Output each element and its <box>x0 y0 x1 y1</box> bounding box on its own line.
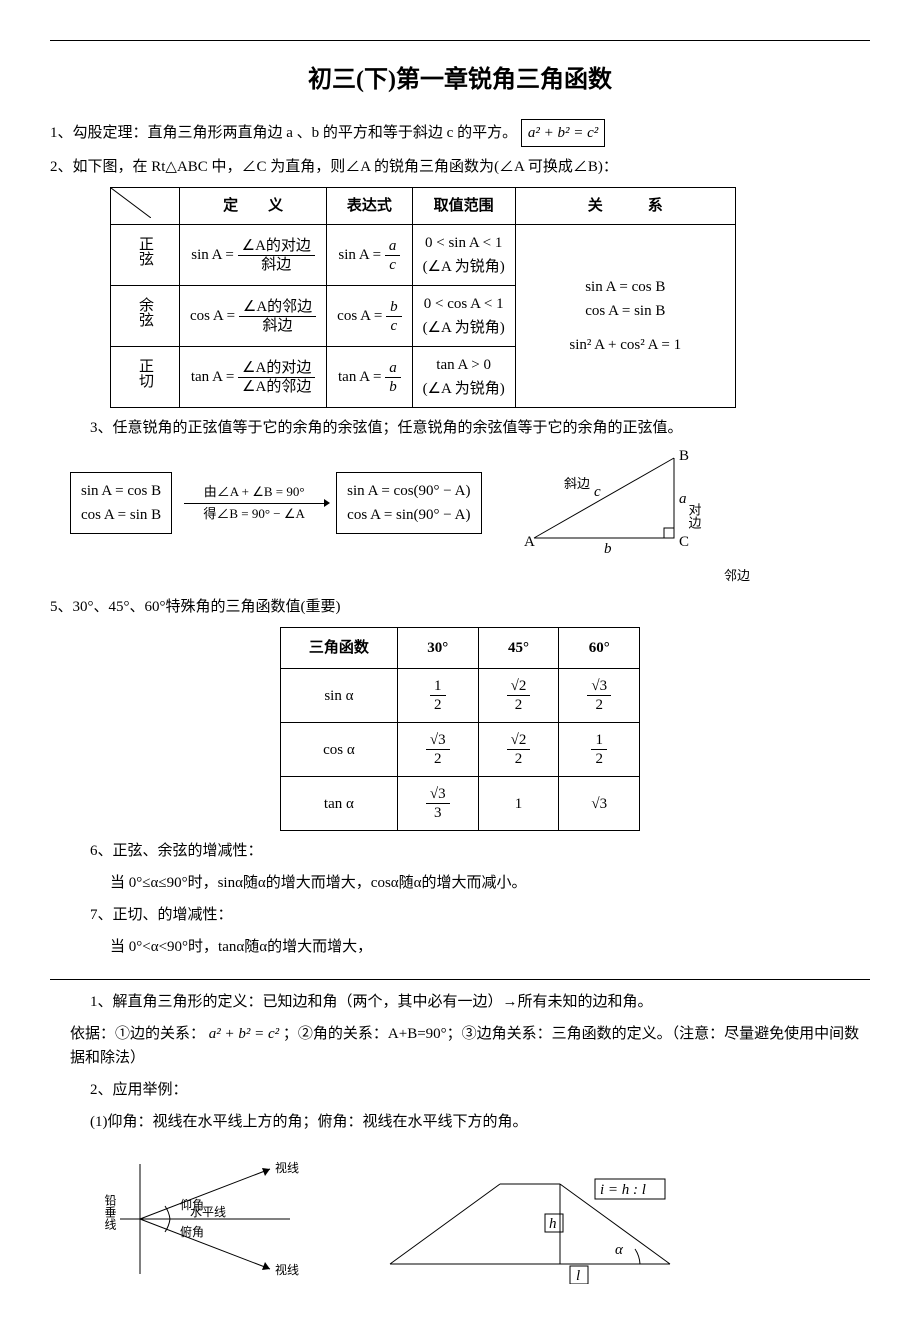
svg-text:l: l <box>576 1268 580 1284</box>
svg-text:i = h : l: i = h : l <box>600 1182 646 1198</box>
elevation-diagram: 视线 视线 仰角 俯角 水平线 铅垂线 <box>90 1154 310 1284</box>
svg-text:h: h <box>549 1216 557 1232</box>
lbl-B: B <box>679 448 689 464</box>
lbl-opp: 对边 <box>686 503 701 530</box>
identity-row: sin A = cos B cos A = sin B 由∠A + ∠B = 9… <box>70 448 870 558</box>
row-sin-expr: sin A = ac <box>327 225 412 286</box>
p1-formula: a² + b² = c² <box>521 119 605 147</box>
lbl-hyp: 斜边 <box>564 476 590 491</box>
svg-text:视线: 视线 <box>275 1262 299 1277</box>
row-cos-range: 0 < cos A < 1(∠A 为锐角) <box>412 286 515 347</box>
top-rule <box>50 40 870 41</box>
solve-p3: 2、应用举例： <box>90 1078 870 1102</box>
p6b: 当 0°≤α≤90°时，sinα随α的增大而增大，cosα随α的增大而减小。 <box>110 871 870 895</box>
svg-text:水平线: 水平线 <box>190 1205 226 1219</box>
diagrams-row: 视线 视线 仰角 俯角 水平线 铅垂线 h l α i = h : l <box>90 1154 870 1284</box>
sp-h1: 30° <box>397 628 478 669</box>
sp-tan60: √3 <box>559 777 640 831</box>
trig-table: 定 义 表达式 取值范围 关 系 正弦 sin A = ∠A的对边斜边 sin … <box>110 187 736 408</box>
sp-h2: 45° <box>478 628 559 669</box>
diag-cell <box>111 188 180 225</box>
th-def: 定 义 <box>180 188 327 225</box>
pythagoras: 1、勾股定理：直角三角形两直角边 a 、b 的平方和等于斜边 c 的平方。 a²… <box>50 119 870 147</box>
svg-text:铅垂线: 铅垂线 <box>103 1194 117 1230</box>
p7h: 7、正切、的增减性： <box>90 903 870 927</box>
p3: 3、任意锐角的正弦值等于它的余角的余弦值；任意锐角的余弦值等于它的余角的正弦值。 <box>90 416 870 440</box>
th-expr: 表达式 <box>327 188 412 225</box>
lbl-A: A <box>524 534 535 550</box>
lbl-a: a <box>679 491 687 507</box>
th-rel: 关 系 <box>515 188 735 225</box>
row-tan-name: 正切 <box>111 347 180 408</box>
special-angles-table: 三角函数 30° 45° 60° sin α 12 √22 √32 cos α … <box>280 627 640 831</box>
lbl-c: c <box>594 484 601 500</box>
p7b: 当 0°<α<90°时，tanα随α的增大而增大， <box>110 935 870 959</box>
box2: sin A = cos(90° − A) cos A = sin(90° − A… <box>336 472 481 534</box>
svg-text:俯角: 俯角 <box>180 1224 204 1239</box>
adj-label: 邻边 <box>50 566 750 587</box>
row-cos-name: 余弦 <box>111 286 180 347</box>
sp-tan45: 1 <box>478 777 559 831</box>
th-range: 取值范围 <box>412 188 515 225</box>
solve-p2: 依据：①边的关系： a² + b² = c² ；②角的关系：A+B=90°；③边… <box>70 1022 870 1070</box>
row-cos-expr: cos A = bc <box>327 286 412 347</box>
lbl-C: C <box>679 534 689 550</box>
sp-h0: 三角函数 <box>280 628 397 669</box>
rel-cell: sin A = cos B cos A = sin B sin² A + cos… <box>515 225 735 408</box>
row-sin-def: sin A = ∠A的对边斜边 <box>180 225 327 286</box>
right-triangle-diagram: A B C a b c 斜边 对边 <box>514 448 714 558</box>
p5: 5、30°、45°、60°特殊角的三角函数值(重要) <box>50 595 870 619</box>
page-title: 初三(下)第一章锐角三角函数 <box>50 61 870 99</box>
row-sin-range: 0 < sin A < 1(∠A 为锐角) <box>412 225 515 286</box>
svg-text:α: α <box>615 1242 624 1258</box>
p2: 2、如下图，在 Rt△ABC 中，∠C 为直角，则∠A 的锐角三角函数为(∠A … <box>50 155 870 179</box>
box1: sin A = cos B cos A = sin B <box>70 472 172 534</box>
row-tan-def: tan A = ∠A的对边∠A的邻边 <box>180 347 327 408</box>
sp-tan: tan α <box>280 777 397 831</box>
solve-p1: 1、解直角三角形的定义：已知边和角（两个，其中必有一边）→所有未知的边和角。 <box>90 990 870 1014</box>
lbl-b: b <box>604 541 612 557</box>
slope-diagram: h l α i = h : l <box>370 1154 690 1284</box>
sp-h3: 60° <box>559 628 640 669</box>
mid-rule <box>50 979 870 980</box>
row-tan-range: tan A > 0(∠A 为锐角) <box>412 347 515 408</box>
row-cos-def: cos A = ∠A的邻边斜边 <box>180 286 327 347</box>
sp-cos: cos α <box>280 723 397 777</box>
solve-p4: (1)仰角：视线在水平线上方的角；俯角：视线在水平线下方的角。 <box>90 1110 870 1134</box>
p1-text: 1、勾股定理：直角三角形两直角边 a 、b 的平方和等于斜边 c 的平方。 <box>50 125 517 141</box>
arrow-derive: 由∠A + ∠B = 90° 得∠B = 90° − ∠A <box>184 482 324 525</box>
p6h: 6、正弦、余弦的增减性： <box>90 839 870 863</box>
row-tan-expr: tan A = ab <box>327 347 412 408</box>
row-sin-name: 正弦 <box>111 225 180 286</box>
svg-text:视线: 视线 <box>275 1160 299 1175</box>
sp-sin: sin α <box>280 669 397 723</box>
